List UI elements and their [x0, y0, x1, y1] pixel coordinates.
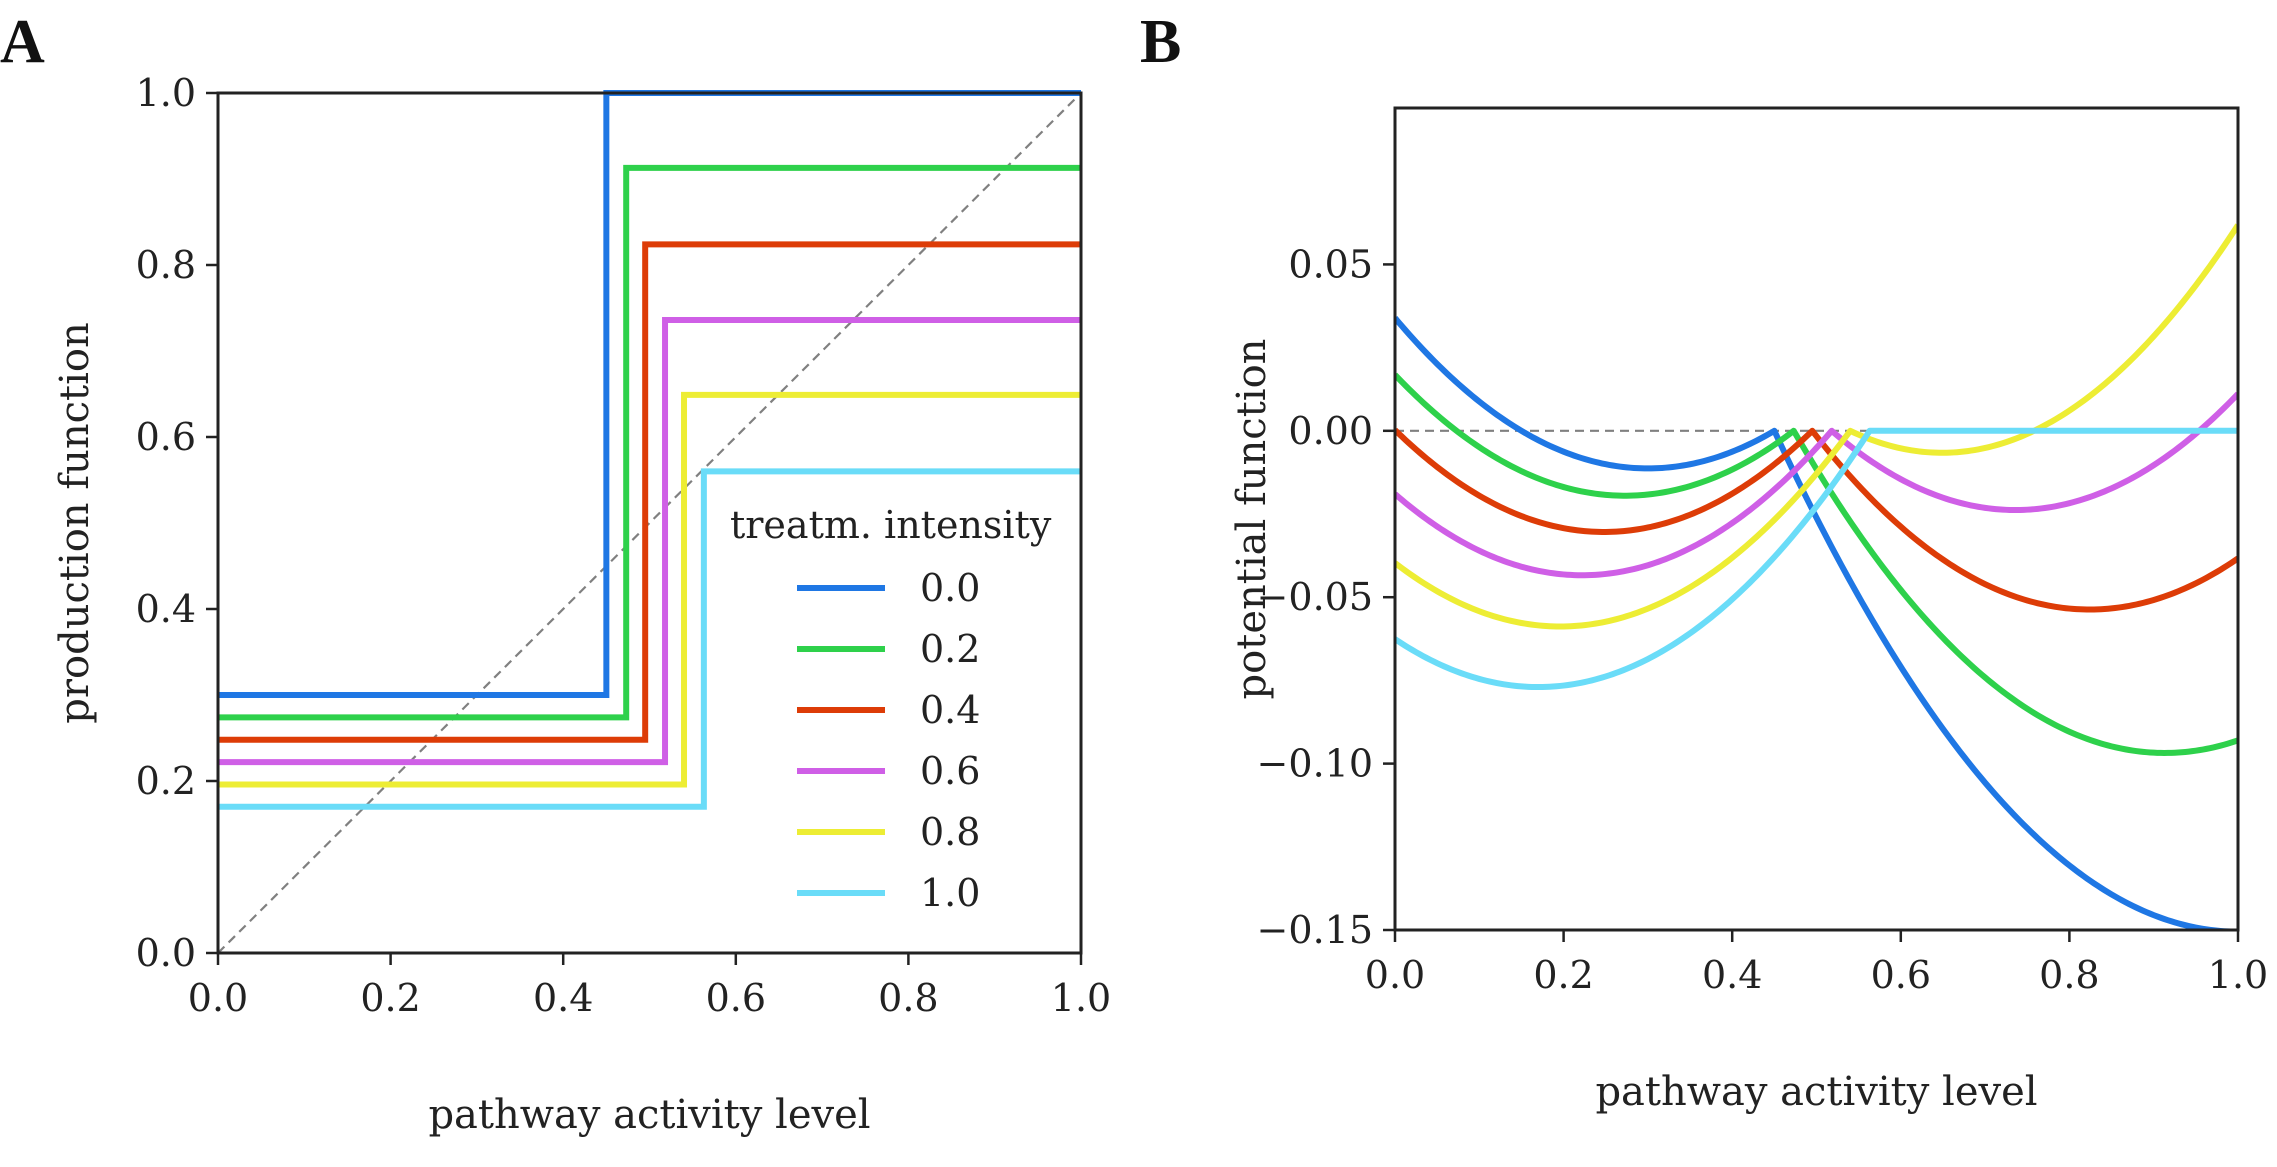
panel-a-ytick-label-2: 0.4 [136, 587, 196, 631]
panel-a-ytick-label-1: 0.2 [136, 759, 196, 803]
legend-label-0.8: 0.8 [920, 810, 980, 854]
panel-b-series-0.8-line [1395, 223, 2238, 630]
panel-a-series-0.6-line [218, 317, 1081, 766]
panel-a-series-0.2-line [218, 164, 1081, 721]
legend-label-1.0: 1.0 [920, 871, 980, 915]
panel-b-series-0.6-line [1395, 391, 2238, 579]
panel-a-xtick-label-4: 0.8 [878, 976, 938, 1020]
panel-a-xtick-label-5: 1.0 [1051, 976, 1111, 1020]
panel-a-xtick-label-1: 0.2 [360, 976, 420, 1020]
legend-title: treatm. intensity [730, 503, 1052, 547]
panel-letter-b: B [1140, 8, 1181, 76]
panel-b-y-axis-label: potential function [1229, 339, 1275, 700]
panel-b-x-axis-label: pathway activity level [1595, 1069, 2037, 1115]
legend: treatm. intensity 0.0 0.2 0.4 0.6 0.8 1.0 [730, 503, 1052, 915]
panel-b-ytick-label-3: −0.10 [1257, 742, 1373, 786]
legend-label-0.4: 0.4 [920, 688, 980, 732]
panel-a-ytick-label-0: 0.0 [136, 931, 196, 975]
panel-letter-a: A [0, 8, 45, 76]
panel-b-potential-chart: 0.0 0.2 0.4 0.6 0.8 1.0 0.05 0.00 −0.05 −0.10 −0.1… [1229, 106, 2268, 1115]
legend-label-0.6: 0.6 [920, 749, 980, 793]
panel-b-ytick-label-2: −0.05 [1257, 575, 1373, 619]
panel-b-xtick-label-5: 1.0 [2208, 953, 2268, 997]
panel-b-ytick-label-1: 0.00 [1288, 409, 1373, 453]
panel-a-x-axis-label: pathway activity level [428, 1092, 870, 1138]
panel-a-series-0.8-line [218, 391, 1081, 788]
panel-b-series-1.0-line [1395, 427, 2238, 691]
panel-a-ytick-label-4: 0.8 [136, 243, 196, 287]
panel-b-xtick-label-2: 0.4 [1702, 953, 1762, 997]
panel-b-ytick-label-0: 0.05 [1288, 242, 1373, 286]
panel-b-xtick-label-1: 0.2 [1533, 953, 1593, 997]
panel-b-xtick-label-3: 0.6 [1871, 953, 1931, 997]
panel-a-y-axis-label: production function [52, 322, 98, 723]
panel-b-series-0.4-line [1395, 427, 2238, 613]
panel-b-series-0.0-line [1395, 316, 2238, 930]
legend-label-0.2: 0.2 [920, 627, 980, 671]
panel-a-series-0.4-line [218, 241, 1081, 743]
panel-a-production-chart: 0.0 0.2 0.4 0.6 0.8 1.0 0.0 0.2 0.4 0.6 0.8 1.0 path… [52, 71, 1111, 1138]
panel-b-axes-frame [1393, 106, 2240, 932]
panel-a-ytick-label-3: 0.6 [136, 415, 196, 459]
legend-label-0.0: 0.0 [920, 566, 980, 610]
panel-a-xtick-label-3: 0.6 [706, 976, 766, 1020]
panel-a-ytick-label-5: 1.0 [136, 71, 196, 115]
panel-a-series-1.0-line [218, 468, 1081, 810]
panel-b-xtick-label-0: 0.0 [1365, 953, 1425, 997]
panel-a-xtick-label-0: 0.0 [188, 976, 248, 1020]
panel-b-series-0.2-line [1395, 372, 2238, 756]
panel-a-xtick-label-2: 0.4 [533, 976, 593, 1020]
panel-b-ytick-label-4: −0.15 [1257, 908, 1373, 952]
panel-b-xtick-label-4: 0.8 [2039, 953, 2099, 997]
panel-a-axes-frame [216, 91, 1083, 955]
